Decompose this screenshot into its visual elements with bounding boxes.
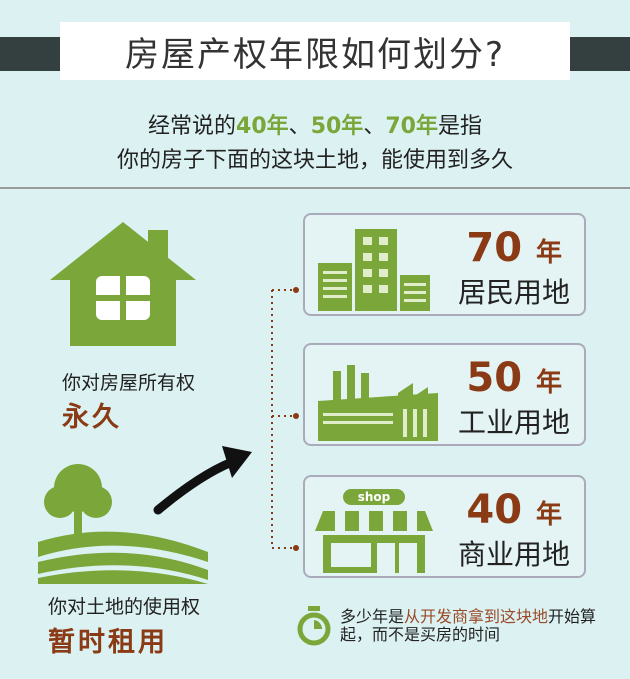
sep: 、 [363, 114, 386, 139]
subtitle-text: 经常说的 [148, 114, 237, 139]
bracket-connector [271, 287, 299, 551]
land-label: 你对土地的使用权 [48, 596, 201, 618]
subtitle-text: 是指 [437, 114, 482, 139]
years-70: 70 年 [466, 225, 562, 271]
land-type: 居民用地 [457, 276, 570, 309]
factory-icon [318, 365, 438, 441]
note-post: 开始算起，而不是买房的时间 [340, 607, 597, 644]
card-industrial: 50 年 工业用地 [303, 343, 586, 446]
years-40: 40 年 [466, 487, 562, 533]
sep: 、 [288, 114, 311, 139]
subtitle-line2: 你的房子下面的这块土地，能使用到多久 [116, 148, 513, 173]
page-title: 房屋产权年限如何划分? [60, 22, 570, 80]
house-label: 你对房屋所有权 [62, 372, 196, 394]
note-text: 多少年是从开发商拿到这块地开始算起，而不是买房的时间 [340, 608, 600, 644]
note-pre: 多少年是 [340, 607, 405, 626]
shop-icon: shop [315, 489, 433, 573]
highlight-40: 40年 [236, 114, 289, 139]
years-unit: 年 [535, 500, 562, 530]
divider [0, 187, 630, 189]
highlight-50: 50年 [310, 114, 364, 139]
subtitle-line1: 经常说的40年、50年、70年是指 [0, 108, 630, 140]
years-unit: 年 [535, 368, 562, 398]
note-highlight: 从开发商拿到这块地 [404, 607, 549, 626]
land-type: 工业用地 [457, 406, 570, 439]
land-term: 暂时租用 [48, 627, 168, 658]
years-50: 50 年 [466, 355, 562, 401]
shop-sign: shop [358, 490, 391, 504]
house-term: 永久 [62, 402, 122, 433]
land-type: 商业用地 [457, 538, 570, 571]
arrow-icon [153, 446, 252, 515]
stopwatch-icon [297, 606, 331, 646]
card-commercial: shop 40 年 商业用地 [303, 475, 586, 578]
years-unit: 年 [535, 238, 562, 268]
years-value: 70 [466, 225, 523, 271]
years-value: 40 [466, 487, 523, 533]
house-icon [50, 222, 196, 346]
highlight-70: 70年 [385, 114, 438, 139]
years-value: 50 [466, 355, 523, 401]
buildings-icon [318, 229, 430, 311]
tree-field-icon [38, 464, 208, 584]
card-residential: 70 年 居民用地 [303, 213, 586, 316]
